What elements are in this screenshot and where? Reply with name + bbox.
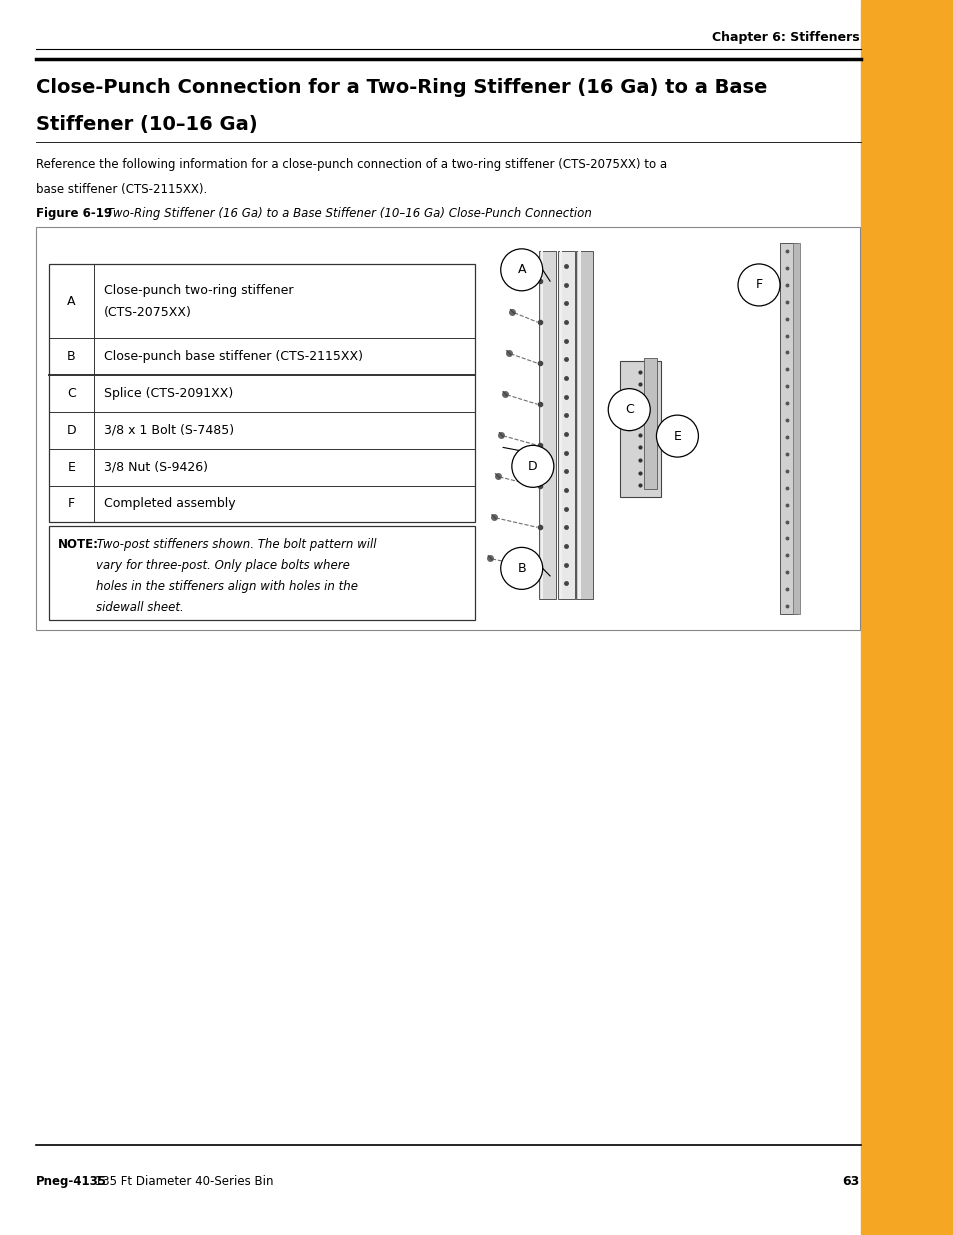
Text: Completed assembly: Completed assembly	[104, 498, 235, 510]
Text: Close-punch two-ring stiffener: Close-punch two-ring stiffener	[104, 284, 294, 296]
Circle shape	[608, 389, 650, 431]
Text: A: A	[517, 263, 525, 277]
Text: C: C	[67, 387, 76, 400]
Text: D: D	[67, 424, 76, 437]
Circle shape	[512, 446, 554, 488]
Text: Stiffener (10–16 Ga): Stiffener (10–16 Ga)	[36, 115, 257, 133]
Bar	[540, 251, 543, 599]
Text: A: A	[68, 295, 75, 308]
Text: holes in the stiffeners align with holes in the: holes in the stiffeners align with holes…	[96, 580, 358, 594]
Bar	[576, 251, 593, 599]
Circle shape	[656, 415, 698, 457]
Text: 135 Ft Diameter 40-Series Bin: 135 Ft Diameter 40-Series Bin	[91, 1176, 273, 1188]
Bar	[780, 243, 796, 614]
Text: F: F	[68, 498, 75, 510]
Text: B: B	[517, 562, 525, 574]
Bar	[792, 243, 799, 614]
Text: (CTS-2075XX): (CTS-2075XX)	[104, 306, 192, 319]
Bar	[36, 227, 860, 630]
Text: Two-Ring Stiffener (16 Ga) to a Base Stiffener (10–16 Ga) Close-Punch Connection: Two-Ring Stiffener (16 Ga) to a Base Sti…	[103, 207, 591, 221]
Bar	[644, 358, 656, 489]
Bar	[559, 251, 561, 599]
Text: B: B	[67, 350, 76, 363]
Text: base stiffener (CTS-2115XX).: base stiffener (CTS-2115XX).	[36, 183, 208, 196]
Text: 3/8 Nut (S-9426): 3/8 Nut (S-9426)	[104, 461, 208, 473]
Bar	[578, 251, 580, 599]
Bar	[538, 251, 556, 599]
Text: E: E	[673, 430, 680, 442]
Circle shape	[738, 264, 780, 306]
Text: Reference the following information for a close-punch connection of a two-ring s: Reference the following information for …	[36, 158, 667, 172]
Text: NOTE:: NOTE:	[58, 538, 99, 552]
Bar	[861, 0, 953, 1235]
Circle shape	[500, 547, 542, 589]
Bar	[558, 251, 574, 599]
Text: sidewall sheet.: sidewall sheet.	[96, 601, 184, 615]
Bar	[49, 264, 475, 522]
Text: Close-Punch Connection for a Two-Ring Stiffener (16 Ga) to a Base: Close-Punch Connection for a Two-Ring St…	[36, 78, 767, 96]
Text: 63: 63	[841, 1176, 859, 1188]
Text: Two-post stiffeners shown. The bolt pattern will: Two-post stiffeners shown. The bolt patt…	[93, 538, 376, 552]
Text: Chapter 6: Stiffeners: Chapter 6: Stiffeners	[711, 31, 859, 43]
Bar	[619, 361, 660, 496]
Text: Close-punch base stiffener (CTS-2115XX): Close-punch base stiffener (CTS-2115XX)	[104, 350, 362, 363]
Text: F: F	[755, 278, 761, 291]
Circle shape	[500, 248, 542, 290]
Text: 3/8 x 1 Bolt (S-7485): 3/8 x 1 Bolt (S-7485)	[104, 424, 233, 437]
Text: Pneg-4135: Pneg-4135	[36, 1176, 107, 1188]
Text: Splice (CTS-2091XX): Splice (CTS-2091XX)	[104, 387, 233, 400]
Text: E: E	[68, 461, 75, 473]
Text: D: D	[527, 459, 537, 473]
Text: C: C	[624, 403, 633, 416]
Text: Figure 6-19: Figure 6-19	[36, 207, 112, 221]
Bar	[49, 526, 475, 620]
Text: vary for three-post. Only place bolts where: vary for three-post. Only place bolts wh…	[96, 559, 350, 573]
